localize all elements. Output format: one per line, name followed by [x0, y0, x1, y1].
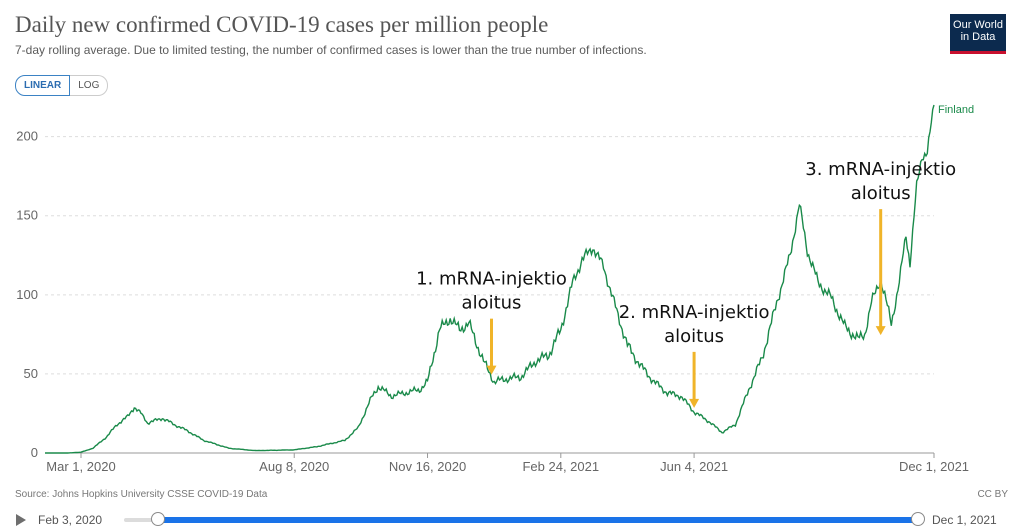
annotation-label: 3. mRNA-injektio	[805, 159, 956, 180]
y-tick-label: 0	[31, 445, 38, 460]
logo-line-1: Our World	[953, 19, 1003, 31]
license-link[interactable]: CC BY	[977, 489, 1008, 500]
series-label-finland: Finland	[938, 104, 974, 116]
annotation-label: aloitus	[664, 326, 724, 347]
linear-button[interactable]: LINEAR	[15, 75, 71, 96]
timeline-range[interactable]	[158, 517, 918, 523]
y-tick-label: 150	[16, 208, 38, 223]
x-tick-label: Jun 4, 2021	[660, 459, 728, 474]
annotation-label: 1. mRNA-injektio	[416, 269, 567, 290]
annotation-label: aloitus	[462, 293, 522, 314]
annotation-arrowhead	[689, 398, 700, 408]
x-tick-label: Aug 8, 2020	[259, 459, 329, 474]
timeline-end-label: Dec 1, 2021	[932, 513, 997, 527]
chart-title: Daily new confirmed COVID-19 cases per m…	[15, 12, 549, 37]
y-tick-label: 200	[16, 129, 38, 144]
x-tick-label: Mar 1, 2020	[46, 459, 115, 474]
annotation-label: 2. mRNA-injektio	[619, 302, 770, 323]
annotation-arrowhead	[486, 365, 497, 375]
scale-toggle: LINEAR LOG	[15, 75, 109, 96]
y-tick-label: 100	[16, 287, 38, 302]
logo-line-2: in Data	[960, 31, 996, 43]
play-icon[interactable]	[16, 514, 26, 526]
timeline-end-handle[interactable]	[911, 512, 925, 526]
timeline: Feb 3, 2020 Dec 1, 2021	[0, 505, 1024, 529]
x-tick-label: Dec 1, 2021	[899, 459, 969, 474]
source-note: Source: Johns Hopkins University CSSE CO…	[15, 489, 268, 500]
x-tick-label: Nov 16, 2020	[389, 459, 466, 474]
chart-area: 0 50 100 150 200 Mar 1, 2020 Aug 8, 2020 Nov 16…	[16, 104, 974, 474]
timeline-start-handle[interactable]	[151, 512, 165, 526]
x-tick-label: Feb 24, 2021	[522, 459, 599, 474]
y-tick-label: 50	[24, 366, 38, 381]
owid-logo[interactable]: Our World in Data	[950, 14, 1006, 54]
annotation-arrowhead	[875, 326, 886, 336]
log-button[interactable]: LOG	[70, 75, 109, 96]
chart-subtitle: 7-day rolling average. Due to limited te…	[15, 43, 647, 57]
annotation-label: aloitus	[851, 183, 911, 204]
series-line-finland	[45, 104, 935, 454]
timeline-start-label: Feb 3, 2020	[38, 513, 103, 527]
